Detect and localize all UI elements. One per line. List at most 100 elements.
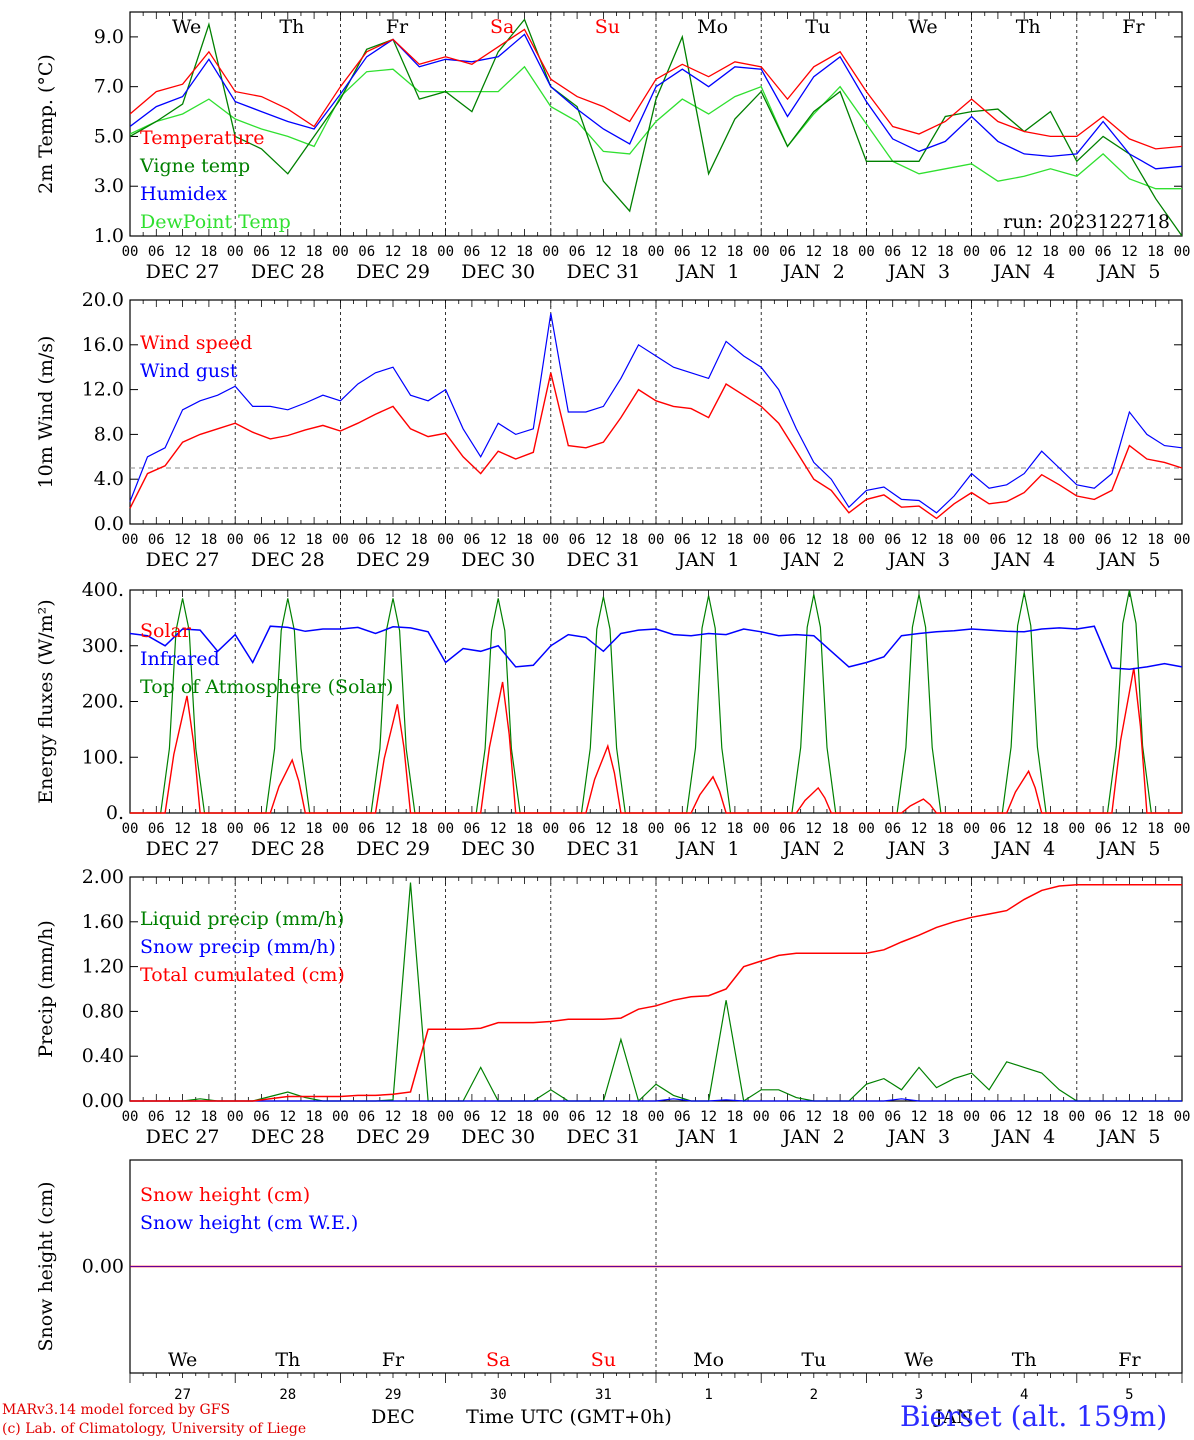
hour-tick-label: 18 [1147, 244, 1164, 260]
hour-tick-label: 06 [253, 1109, 270, 1125]
hour-tick-label: 18 [937, 532, 954, 548]
hour-tick-label: 00 [648, 244, 665, 260]
legend-wind-speed: Wind speed [140, 332, 252, 354]
hour-tick-label: 00 [332, 244, 349, 260]
panel-frame [129, 299, 1183, 525]
date-label: DEC 30 [461, 838, 535, 860]
hour-tick-label: 18 [516, 1109, 533, 1125]
weekday-label: Tu [801, 1349, 826, 1371]
hour-tick-label: 06 [884, 244, 901, 260]
hour-tick-label: 12 [174, 821, 191, 837]
hour-tick-label: 12 [385, 532, 402, 548]
hour-tick-label: 00 [648, 821, 665, 837]
hour-tick-label: 18 [200, 821, 217, 837]
series-solar [130, 667, 1182, 814]
series-temperature [130, 28, 1182, 150]
hour-tick-label: 00 [437, 821, 454, 837]
y-axis-label: 10m Wind (m/s) [35, 336, 57, 489]
hour-tick-label: 00 [963, 532, 980, 548]
legend-snow-height-cm-w-e-: Snow height (cm W.E.) [140, 1212, 358, 1234]
weekday-label: Mo [693, 1349, 724, 1371]
hour-tick-label: 12 [911, 244, 928, 260]
date-label: DEC 29 [356, 549, 430, 571]
hour-tick-label: 12 [805, 821, 822, 837]
hour-tick-label: 06 [463, 532, 480, 548]
hour-tick-label: 06 [779, 244, 796, 260]
hour-tick-label: 00 [753, 1109, 770, 1125]
hour-tick-label: 00 [1068, 821, 1085, 837]
day-number: 30 [490, 1387, 507, 1403]
date-label: DEC 27 [146, 838, 220, 860]
hour-tick-label: 00 [858, 821, 875, 837]
y-tick-label: 0.80 [82, 1000, 124, 1022]
y-tick-label: 0. [106, 802, 124, 824]
weekday-label: We [172, 16, 201, 38]
hour-tick-label: 12 [1016, 532, 1033, 548]
hour-tick-label: 12 [805, 1109, 822, 1125]
hour-tick-label: 18 [411, 821, 428, 837]
date-label: DEC 31 [566, 1126, 640, 1148]
hour-tick-label: 00 [332, 532, 349, 548]
hour-tick-label: 06 [1095, 244, 1112, 260]
y-tick-label: 300. [82, 635, 124, 657]
hour-tick-label: 12 [174, 532, 191, 548]
hour-tick-label: 06 [989, 1109, 1006, 1125]
hour-tick-label: 18 [621, 1109, 638, 1125]
weekday-label: Th [1016, 16, 1041, 38]
legend-top-of-atmosphere-solar-: Top of Atmosphere (Solar) [140, 676, 393, 698]
date-label: JAN 2 [781, 838, 845, 860]
date-label: DEC 30 [461, 261, 535, 283]
hour-tick-label: 12 [490, 532, 507, 548]
hour-tick-label: 18 [200, 244, 217, 260]
hour-tick-label: 18 [411, 244, 428, 260]
hour-tick-label: 00 [122, 532, 139, 548]
hour-tick-label: 18 [621, 532, 638, 548]
y-tick-label: 7.0 [94, 76, 124, 98]
date-label: JAN 1 [676, 261, 740, 283]
hour-tick-label: 00 [227, 821, 244, 837]
legend-snow-precip-mm-h-: Snow precip (mm/h) [140, 936, 336, 958]
weekday-label: Th [279, 16, 304, 38]
hour-tick-label: 18 [937, 1109, 954, 1125]
date-label: DEC 29 [356, 1126, 430, 1148]
hour-tick-label: 00 [1174, 1109, 1191, 1125]
date-label: JAN 3 [886, 1126, 950, 1148]
hour-tick-label: 18 [411, 1109, 428, 1125]
hour-tick-label: 18 [726, 532, 743, 548]
hour-tick-label: 00 [753, 821, 770, 837]
hour-tick-label: 12 [1016, 821, 1033, 837]
hour-tick-label: 12 [279, 821, 296, 837]
hour-tick-label: 12 [595, 532, 612, 548]
hour-tick-label: 06 [674, 244, 691, 260]
hour-tick-label: 12 [595, 244, 612, 260]
hour-tick-label: 12 [385, 244, 402, 260]
hour-tick-label: 12 [911, 821, 928, 837]
hour-tick-label: 00 [122, 1109, 139, 1125]
y-axis-label: Energy fluxes (W/m²) [35, 599, 57, 803]
y-tick-label: 4.0 [94, 468, 124, 490]
date-label: DEC 30 [461, 1126, 535, 1148]
hour-tick-label: 06 [148, 244, 165, 260]
hour-tick-label: 18 [1042, 1109, 1059, 1125]
hour-tick-label: 12 [595, 821, 612, 837]
legend-snow-height-cm-: Snow height (cm) [140, 1184, 310, 1206]
hour-tick-label: 06 [1095, 821, 1112, 837]
hour-tick-label: 06 [989, 244, 1006, 260]
weekday-label: Th [1012, 1349, 1037, 1371]
legend-temperature: Temperature [140, 127, 264, 149]
hour-tick-label: 12 [279, 1109, 296, 1125]
hour-tick-label: 06 [253, 532, 270, 548]
weekday-label: Sa [490, 16, 514, 38]
hour-tick-label: 12 [911, 532, 928, 548]
hour-tick-label: 12 [174, 244, 191, 260]
hour-tick-label: 18 [1042, 244, 1059, 260]
hour-tick-label: 06 [884, 532, 901, 548]
hour-tick-label: 06 [463, 821, 480, 837]
weekday-label: Fr [382, 1349, 405, 1371]
weekday-label: We [168, 1349, 197, 1371]
date-label: JAN 4 [991, 838, 1055, 860]
y-tick-label: 1.0 [94, 225, 124, 247]
hour-tick-label: 18 [937, 244, 954, 260]
hour-tick-label: 12 [1016, 244, 1033, 260]
hour-tick-label: 06 [674, 1109, 691, 1125]
